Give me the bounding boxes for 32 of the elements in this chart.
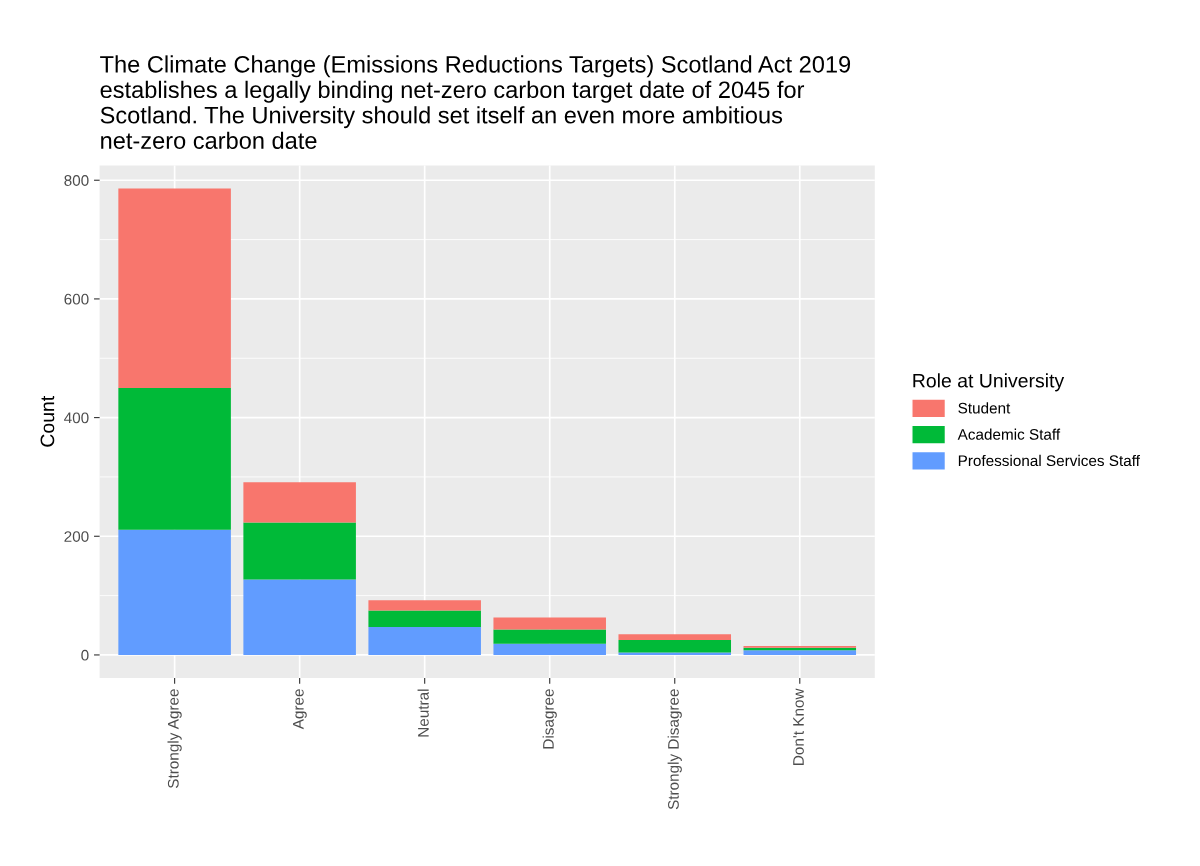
bar — [743, 650, 857, 655]
bar — [368, 627, 481, 655]
bar — [243, 579, 356, 655]
legend-label: Student — [958, 402, 1011, 414]
bar — [493, 629, 606, 644]
chart-title: The Climate Change (Emissions Reductions Targets) Scotland Act 2019 establishes a legally binding net-zero carbon target date of 2045 for Scotland. The University should set itself an even more ambitious net-zero carbon date — [100, 55, 851, 149]
bar — [243, 522, 356, 580]
y-tick-label: 800 — [64, 175, 89, 186]
bar — [118, 529, 231, 655]
legend-label: Professional Services Staff — [958, 454, 1140, 467]
bar — [493, 643, 606, 655]
bar — [118, 387, 231, 530]
bar — [118, 188, 231, 388]
y-axis-title: Count — [40, 395, 55, 447]
x-tick-label: Agree — [293, 689, 307, 730]
x-tick-label: Neutral — [417, 689, 429, 737]
y-tick-label: 0 — [81, 649, 89, 661]
bar — [243, 482, 356, 523]
legend-label: Academic Staff — [957, 428, 1061, 440]
bar — [493, 617, 606, 630]
bar — [368, 600, 481, 611]
x-tick-label: Strongly Agree — [167, 689, 182, 789]
y-tick-label: 400 — [64, 412, 89, 424]
x-tick-label: Don't Know — [793, 688, 804, 765]
legend-title: Role at University — [913, 373, 1065, 392]
bar — [618, 634, 732, 641]
x-tick-label: Strongly Disagree — [667, 689, 682, 810]
y-tick-label: 200 — [64, 531, 89, 542]
bar — [618, 640, 732, 653]
bar — [368, 610, 481, 628]
x-tick-label: Disagree — [542, 689, 557, 749]
y-tick-label: 600 — [64, 293, 89, 305]
